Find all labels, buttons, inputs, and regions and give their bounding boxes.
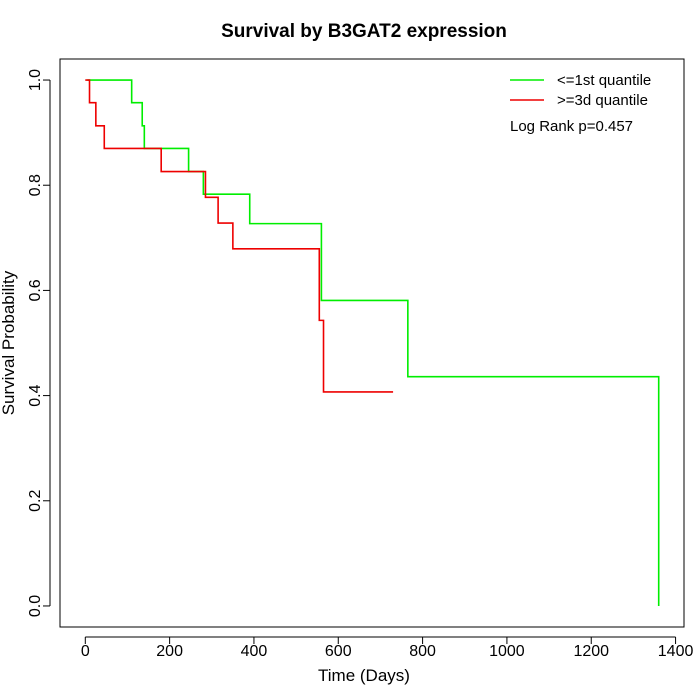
legend-label: <=1st quantile [557,72,651,89]
x-tick-label: 800 [409,643,436,660]
y-axis: 0.0 0.2 0.4 0.6 0.8 1.0 [27,69,51,617]
y-tick-label: 0.4 [27,384,44,406]
y-tick-label: 0.6 [27,279,44,301]
log-rank-annotation: Log Rank p=0.457 [510,118,633,135]
x-axis: 0 200 400 600 800 1000 1200 1400 [81,636,694,660]
y-tick-label: 1.0 [27,69,44,91]
legend: <=1st quantile >=3d quantile [510,72,651,109]
y-tick-label: 0.0 [27,595,44,617]
x-tick-label: 200 [156,643,183,660]
x-tick-label: 1200 [573,643,609,660]
y-tick-label: 0.8 [27,174,44,196]
legend-label: >=3d quantile [557,92,648,109]
x-tick-label: 1400 [658,643,694,660]
series-2-curve [85,79,394,393]
x-tick-label: 0 [81,643,90,660]
plot-frame [59,58,685,628]
x-tick-label: 400 [241,643,268,660]
y-tick-label: 0.2 [27,490,44,512]
x-axis-label: Time (Days) [318,666,410,685]
x-tick-label: 600 [325,643,352,660]
series-layer [85,79,660,606]
series-1-curve [87,79,660,606]
y-axis-label: Survival Probability [0,270,18,415]
chart-title: Survival by B3GAT2 expression [221,21,507,42]
x-tick-label: 1000 [489,643,525,660]
